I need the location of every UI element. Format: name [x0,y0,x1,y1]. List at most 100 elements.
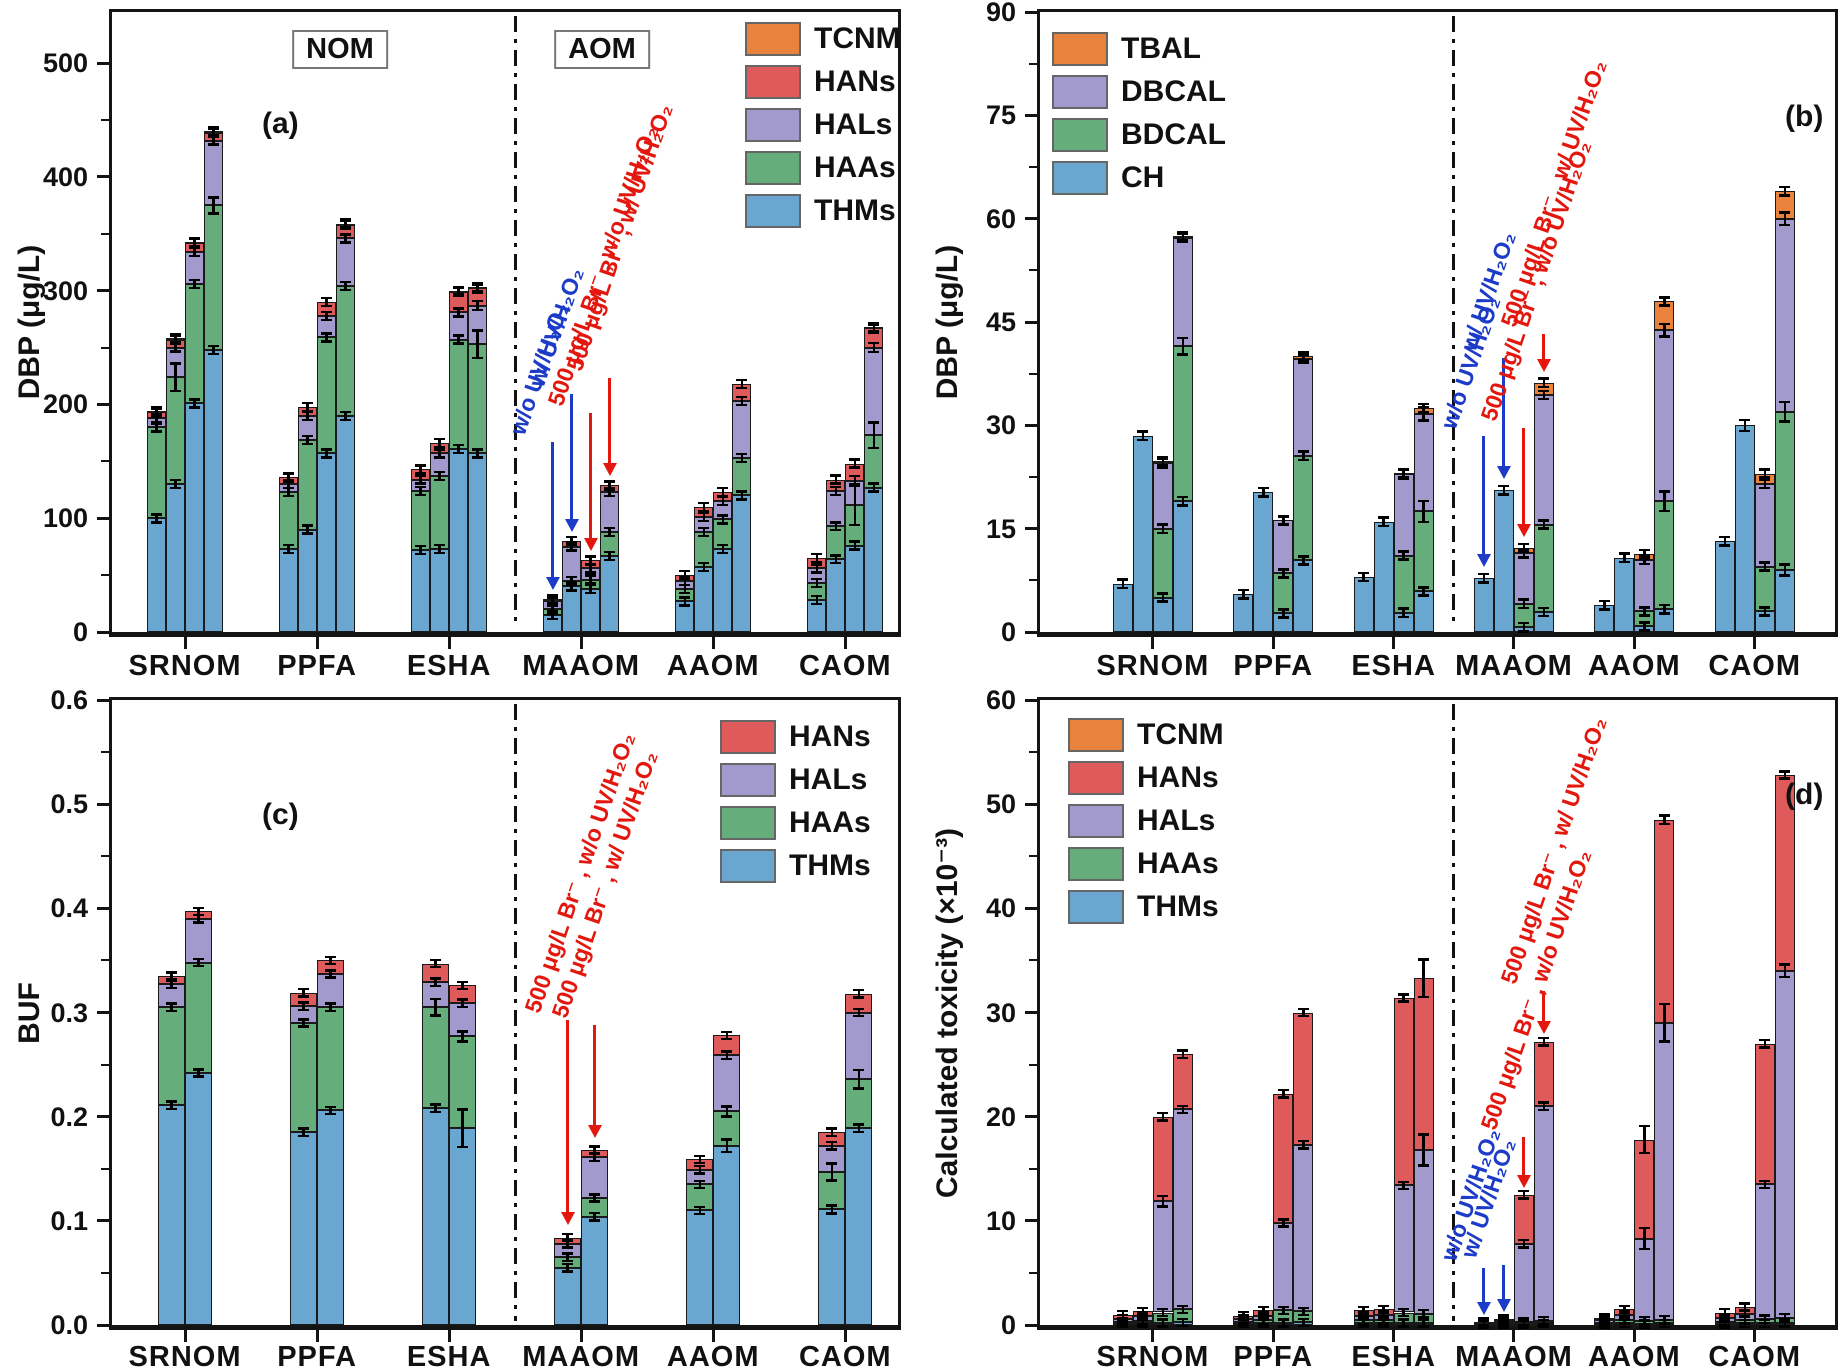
error-bar-line [1643,622,1646,631]
plot-spine-left [1037,700,1040,1325]
y-minor-tick [1029,751,1037,754]
error-bar-line [302,989,305,997]
error-bar-cap [325,969,337,972]
x-category-label: AAOM [1588,1341,1681,1372]
error-bar-cap [1117,586,1129,590]
error-bar-cap [1779,223,1791,227]
legend: TCNM HANs HALs HAAs THMs [745,22,901,237]
y-major-tick [97,906,109,910]
error-bar-cap [325,976,337,979]
legend-row: THMs [745,194,901,228]
error-bar-cap [1538,1036,1550,1040]
y-major-tick [1025,630,1037,634]
error-bar-cap [604,534,616,538]
bar-segment-THMs [581,1216,609,1325]
error-bar-line [857,1008,861,1017]
error-bar-cap [1398,550,1410,553]
error-bar-cap [1257,1325,1269,1328]
error-bar-cap [1739,1322,1751,1325]
error-bar-cap [698,501,710,505]
error-bar-cap [849,466,861,469]
error-bar-cap [868,421,880,424]
y-major-tick [97,516,109,520]
bar-segment-HALs [1774,970,1795,1318]
y-tick-label: 40 [985,893,1016,924]
bar-segment-HALs [1754,1184,1775,1320]
error-bar-cap [193,957,205,961]
error-bar-cap [1759,486,1771,490]
error-bar-cap [1277,1225,1289,1228]
error-bar-cap [1739,429,1751,433]
error-bar-line [1783,401,1786,422]
error-bar-line [683,571,686,580]
error-bar-cap [1538,385,1550,389]
annotation-arrow-shaft [1522,1136,1526,1175]
error-bar-cap [453,443,465,447]
error-bar-cap [1498,1314,1510,1317]
annotation-arrow-shaft [1502,1264,1506,1299]
error-bar-line [306,435,309,444]
error-bar-cap [1277,1318,1289,1321]
error-bar-cap [1418,1308,1430,1312]
error-bar-line [325,449,328,458]
error-bar-cap [1157,1111,1169,1115]
error-bar-line [702,502,705,511]
error-bar-line [457,335,460,344]
error-bar-cap [1658,822,1670,826]
error-bar-cap [415,474,427,477]
annotation-arrow-icon [1476,1301,1491,1315]
error-bar-cap [1759,614,1771,617]
error-bar-cap [1779,185,1791,189]
error-bar-cap [679,577,691,581]
annotation-arrow-icon [1496,466,1511,480]
x-major-tick [1632,637,1636,649]
annotation-arrow-icon [1516,523,1531,537]
error-bar-cap [434,448,446,451]
error-bar-cap [472,308,484,312]
error-bar-cap [698,511,710,515]
error-bar-cap [166,978,178,981]
error-bar-line [1422,406,1425,421]
error-bar-cap [321,456,333,459]
error-bar-line [170,980,173,988]
error-bar-cap [694,1205,706,1209]
error-bar-cap [298,995,310,998]
error-bar-cap [1398,1307,1410,1311]
error-bar-cap [1257,1312,1269,1316]
error-bar-line [702,563,705,572]
error-bar-cap [830,474,842,477]
error-bar-line [570,542,573,551]
error-bar-cap [1378,524,1390,528]
error-bar-cap [151,406,163,409]
bar-segment-HALs [1172,1109,1193,1310]
legend-row: HALs [720,763,871,797]
error-bar-line [1763,1040,1766,1048]
panel-letter: (c) [262,798,299,831]
error-bar-cap [1237,1321,1249,1325]
error-bar-line [1643,1317,1646,1325]
plot-spine-top [1037,697,1838,700]
error-bar-cap [1759,1046,1771,1049]
y-major-tick [1025,1323,1037,1327]
error-bar-line [438,472,441,481]
error-bar-cap [1418,1315,1430,1319]
legend-label: TCNM [814,22,901,55]
error-bar-cap [302,401,314,405]
legend-label: HAAs [1137,847,1219,880]
y-major-tick [97,698,109,702]
error-bar-line [740,491,743,500]
x-category-label: AAOM [1588,650,1681,682]
error-bar-cap [189,398,201,401]
error-bar-line [1522,1318,1526,1326]
legend-row: HAAs [1068,847,1224,881]
error-bar-cap [1157,592,1169,595]
error-bar-cap [170,389,182,393]
error-bar-line [325,333,328,342]
error-bar-line [566,1240,569,1248]
error-bar-line [419,486,422,495]
error-bar-line [170,972,173,980]
error-bar-line [1382,1310,1385,1319]
panel-letter: (b) [1785,100,1824,133]
error-bar-line [1402,994,1405,1002]
legend-swatch-HALs [745,108,801,142]
